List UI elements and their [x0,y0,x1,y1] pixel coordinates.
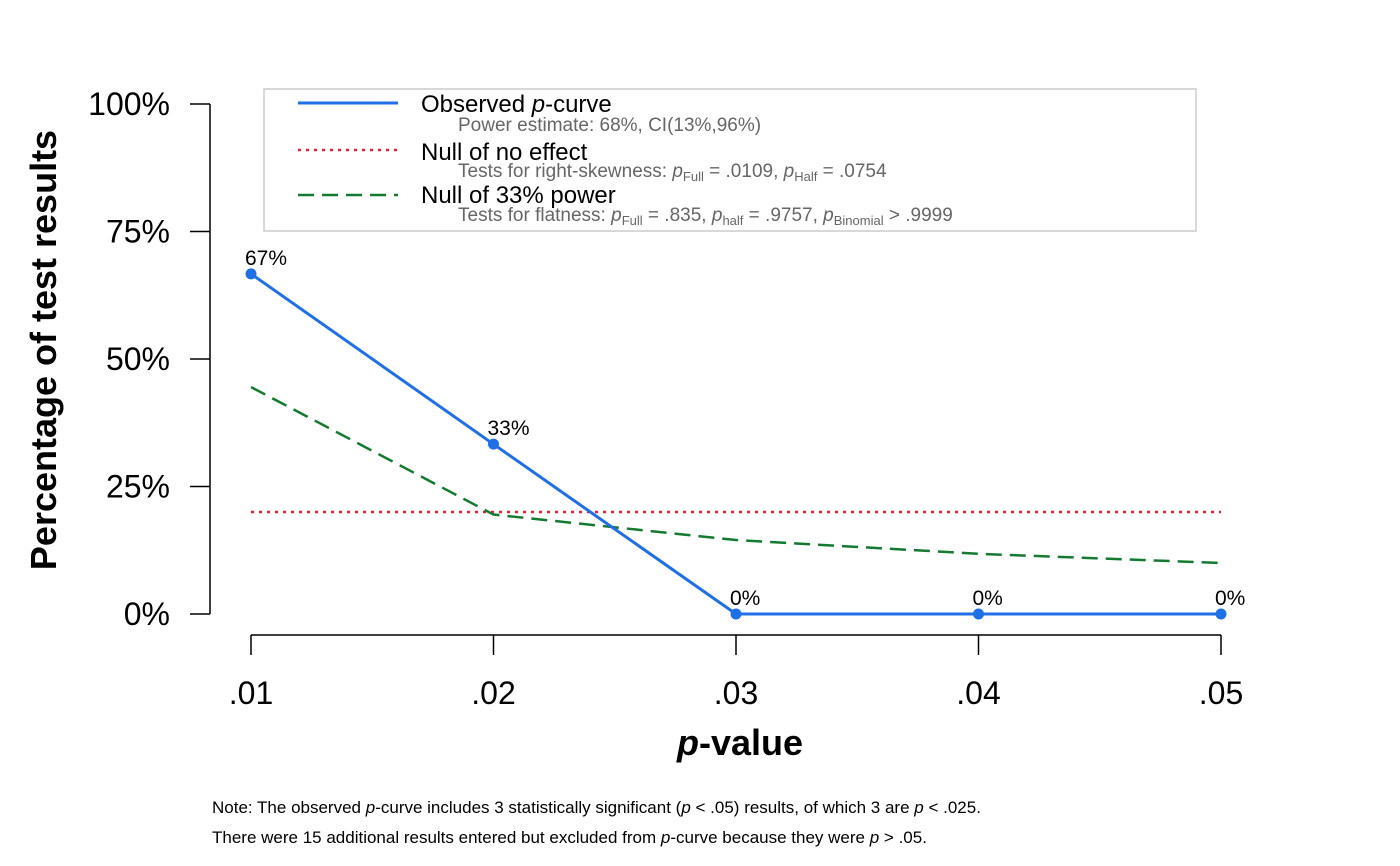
legend-box [263,88,1197,232]
observed-point [730,608,742,620]
note-line-2: There were 15 additional results entered… [212,828,927,847]
y-axis: 0% 25% 50% 75% 100% [88,86,211,632]
series-layer [250,272,1222,616]
legend-flatness-tests: Tests for flatness: pFull = .835, phalf … [458,205,953,228]
x-tick-label: .03 [714,675,758,711]
legend-power-label: Null of 33% power [421,182,616,209]
series-line-2 [250,385,1222,565]
y-tick-label: 75% [106,214,170,250]
observed-data-label: 67% [245,247,287,270]
observed-data-label: 0% [1215,587,1245,610]
note-line-1: Note: The observed p-curve includes 3 st… [212,798,981,817]
observed-point [1215,608,1227,620]
y-tick-label: 100% [88,86,170,122]
x-axis: .01 .02 .03 .04 .05 [229,634,1243,711]
observed-data-label: 0% [730,587,760,610]
x-tick-label: .04 [956,675,1000,711]
data-labels-layer: 67% 33% 0% 0% 0% [245,247,1245,610]
legend-power-estimate: Power estimate: 68%, CI(13%,96%) [458,115,761,136]
observed-data-label: 33% [488,417,530,440]
legend-right-skew-tests: Tests for right-skewness: pFull = .0109,… [458,161,887,184]
y-tick-label: 0% [124,596,170,632]
observed-point [488,438,499,450]
legend-null-label: Null of no effect [421,139,588,166]
points-layer [245,268,1227,620]
y-tick-label: 25% [106,469,170,505]
x-tick-label: .02 [471,675,515,711]
y-tick-label: 50% [106,341,170,377]
series-line-0 [250,272,1221,616]
x-axis-title: p-value [676,722,803,763]
y-axis-title: Percentage of test results [23,130,64,570]
legend-observed-label: Observed p-curve [421,91,612,118]
observed-point [245,268,257,280]
legend: Observed p-curve Power estimate: 68%, CI… [263,88,1197,232]
x-tick-label: .01 [229,675,273,711]
x-tick-label: .05 [1199,675,1243,711]
observed-data-label: 0% [973,587,1003,610]
observed-point [973,608,984,620]
